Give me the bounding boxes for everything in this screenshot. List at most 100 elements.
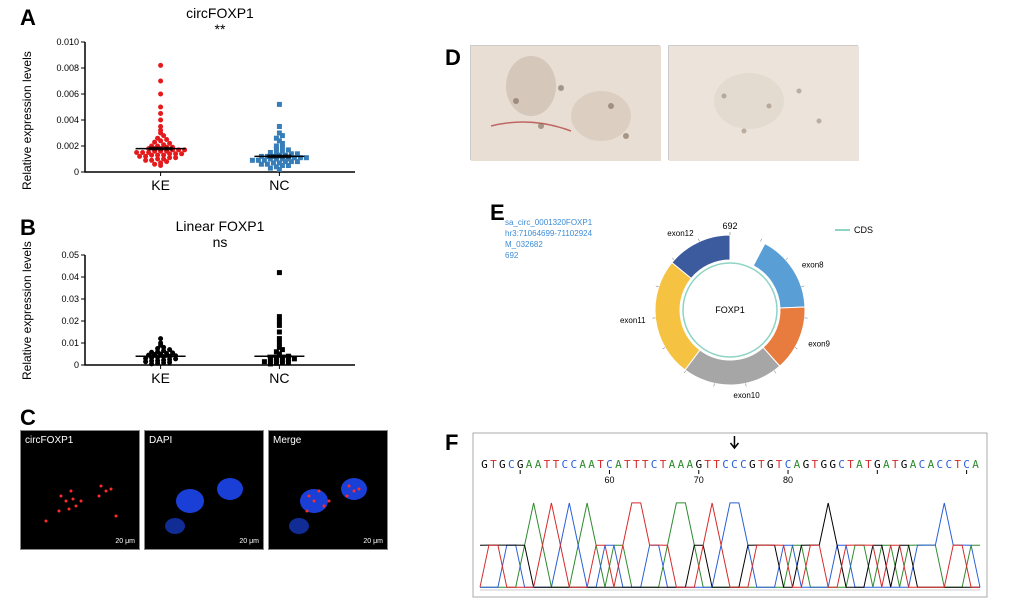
svg-text:0: 0 bbox=[74, 360, 79, 370]
svg-text:0: 0 bbox=[74, 167, 79, 177]
scatter-a-svg: 00.0020.0040.0060.0080.010KENC bbox=[20, 37, 370, 197]
svg-text:T: T bbox=[624, 458, 631, 471]
svg-text:80: 80 bbox=[783, 475, 793, 485]
svg-text:T: T bbox=[847, 458, 854, 471]
svg-text:T: T bbox=[812, 458, 819, 471]
svg-text:T: T bbox=[776, 458, 783, 471]
svg-text:A: A bbox=[928, 458, 935, 471]
svg-text:T: T bbox=[713, 458, 720, 471]
svg-text:KE: KE bbox=[151, 370, 170, 386]
panel-b-ylabel: Relative expression levels bbox=[20, 241, 34, 380]
svg-text:A: A bbox=[526, 458, 533, 471]
panel-f-label: F bbox=[445, 430, 458, 456]
svg-text:A: A bbox=[615, 458, 622, 471]
svg-text:G: G bbox=[499, 458, 506, 471]
svg-text:A: A bbox=[588, 458, 595, 471]
svg-text:A: A bbox=[910, 458, 917, 471]
svg-text:60: 60 bbox=[604, 475, 614, 485]
svg-text:G: G bbox=[749, 458, 756, 471]
panel-b-significance: ns bbox=[20, 234, 370, 250]
svg-text:0.006: 0.006 bbox=[56, 89, 79, 99]
svg-text:sa_circ_0001320FOXP1: sa_circ_0001320FOXP1 bbox=[505, 218, 593, 227]
panel-b-chart: Linear FOXP1 ns 00.010.020.030.040.05KEN… bbox=[20, 218, 370, 393]
svg-text:NC: NC bbox=[269, 177, 289, 193]
svg-text:0.010: 0.010 bbox=[56, 37, 79, 47]
svg-text:hr3:71064699-71102924: hr3:71064699-71102924 bbox=[505, 229, 593, 238]
svg-text:0.02: 0.02 bbox=[61, 316, 79, 326]
panel-c-images: circFOXP1 20 μm DAPI 20 μm Merge bbox=[20, 430, 400, 590]
svg-text:exon11: exon11 bbox=[620, 316, 646, 325]
scatter-b-svg: 00.010.020.030.040.05KENC bbox=[20, 250, 370, 390]
dapi-image: DAPI 20 μm bbox=[144, 430, 264, 550]
panel-c-label: C bbox=[20, 405, 36, 431]
svg-text:T: T bbox=[660, 458, 667, 471]
panel-e-circplot: exon8exon9exon10exon11exon12692FOXP1sa_c… bbox=[470, 200, 920, 410]
panel-f-chromatogram: 607080GTGCGAATTCCAATCATTTCTAAAGTTCCCGTGT… bbox=[470, 430, 990, 600]
svg-text:T: T bbox=[642, 458, 649, 471]
panel-d-label: D bbox=[445, 45, 461, 71]
panel-a-title: circFOXP1 bbox=[20, 5, 370, 21]
svg-text:KE: KE bbox=[151, 177, 170, 193]
svg-text:C: C bbox=[785, 458, 792, 471]
svg-text:G: G bbox=[517, 458, 524, 471]
svg-text:C: C bbox=[740, 458, 747, 471]
svg-text:T: T bbox=[892, 458, 899, 471]
svg-text:T: T bbox=[633, 458, 640, 471]
svg-text:M_032682: M_032682 bbox=[505, 240, 543, 249]
svg-text:G: G bbox=[829, 458, 836, 471]
svg-text:C: C bbox=[570, 458, 577, 471]
svg-text:A: A bbox=[678, 458, 685, 471]
svg-text:A: A bbox=[794, 458, 801, 471]
svg-text:C: C bbox=[562, 458, 569, 471]
svg-text:C: C bbox=[508, 458, 515, 471]
svg-text:A: A bbox=[856, 458, 863, 471]
svg-text:T: T bbox=[954, 458, 961, 471]
svg-text:0.04: 0.04 bbox=[61, 272, 79, 282]
svg-text:0.03: 0.03 bbox=[61, 294, 79, 304]
panel-d-images bbox=[470, 45, 900, 170]
ihc-texture-1 bbox=[471, 46, 661, 161]
svg-text:70: 70 bbox=[694, 475, 704, 485]
svg-text:692: 692 bbox=[722, 221, 737, 231]
fish-dots-svg bbox=[21, 431, 141, 551]
circle-diagram-svg: exon8exon9exon10exon11exon12692FOXP1sa_c… bbox=[470, 200, 920, 410]
svg-text:C: C bbox=[722, 458, 729, 471]
svg-text:T: T bbox=[544, 458, 551, 471]
svg-text:C: C bbox=[963, 458, 970, 471]
svg-text:0.004: 0.004 bbox=[56, 115, 79, 125]
svg-text:0.05: 0.05 bbox=[61, 250, 79, 260]
panel-b-title: Linear FOXP1 bbox=[20, 218, 370, 234]
svg-text:C: C bbox=[838, 458, 845, 471]
svg-text:G: G bbox=[803, 458, 810, 471]
svg-text:T: T bbox=[597, 458, 604, 471]
svg-text:A: A bbox=[883, 458, 890, 471]
svg-text:A: A bbox=[535, 458, 542, 471]
svg-text:A: A bbox=[687, 458, 694, 471]
svg-text:exon9: exon9 bbox=[808, 339, 830, 348]
svg-text:CDS: CDS bbox=[854, 225, 873, 235]
svg-text:A: A bbox=[669, 458, 676, 471]
svg-text:692: 692 bbox=[505, 251, 519, 260]
chromatogram-svg: 607080GTGCGAATTCCAATCATTTCTAAAGTTCCCGTGT… bbox=[470, 430, 990, 600]
svg-text:G: G bbox=[820, 458, 827, 471]
svg-text:exon12: exon12 bbox=[667, 229, 694, 238]
svg-text:0.01: 0.01 bbox=[61, 338, 79, 348]
svg-text:C: C bbox=[731, 458, 738, 471]
svg-text:C: C bbox=[606, 458, 613, 471]
svg-text:exon8: exon8 bbox=[802, 261, 824, 270]
svg-text:A: A bbox=[972, 458, 979, 471]
dapi-nuclei-svg bbox=[145, 431, 265, 551]
svg-text:T: T bbox=[865, 458, 872, 471]
svg-text:C: C bbox=[945, 458, 952, 471]
svg-text:T: T bbox=[704, 458, 711, 471]
merge-image: Merge 20 μm bbox=[268, 430, 388, 550]
scale-bar-2: 20 μm bbox=[239, 538, 259, 545]
svg-text:0.008: 0.008 bbox=[56, 63, 79, 73]
panel-a-ylabel: Relative expression levels bbox=[20, 51, 34, 190]
svg-text:G: G bbox=[874, 458, 881, 471]
svg-text:T: T bbox=[490, 458, 497, 471]
svg-text:C: C bbox=[919, 458, 926, 471]
svg-text:A: A bbox=[579, 458, 586, 471]
svg-text:C: C bbox=[651, 458, 658, 471]
ihc-image-2 bbox=[668, 45, 858, 160]
